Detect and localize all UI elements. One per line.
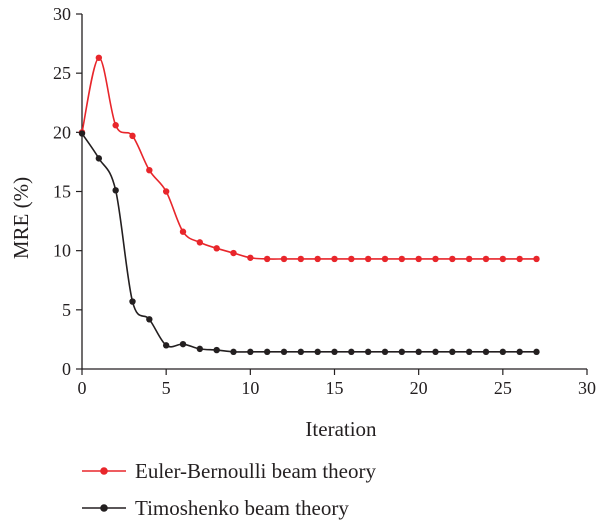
data-point <box>129 298 136 305</box>
data-point <box>263 348 271 356</box>
data-point <box>415 348 422 356</box>
data-point <box>516 255 523 263</box>
series-1 <box>78 54 540 263</box>
x-tick-label: 30 <box>578 378 596 398</box>
x-axis-title: Iteration <box>305 417 377 441</box>
x-tick-label: 15 <box>326 378 344 398</box>
data-point <box>348 348 355 356</box>
data-point <box>482 255 490 263</box>
x-tick-label: 25 <box>494 378 512 398</box>
y-tick-label: 5 <box>62 300 71 320</box>
legend-marker <box>100 504 108 512</box>
data-point <box>415 255 422 263</box>
data-point <box>263 255 271 263</box>
data-point <box>499 255 507 263</box>
legend-entry: Euler-Bernoulli beam theory <box>82 459 376 483</box>
data-point <box>449 255 456 263</box>
data-point <box>331 255 338 263</box>
y-tick-label: 25 <box>53 63 71 83</box>
data-point <box>533 348 540 356</box>
data-point <box>398 348 406 356</box>
data-point <box>465 255 473 263</box>
data-point <box>196 239 204 246</box>
x-tick-label: 20 <box>410 378 428 398</box>
series-line <box>81 56 537 260</box>
data-point <box>297 255 305 263</box>
series-layer <box>78 54 540 356</box>
data-point <box>499 348 507 356</box>
data-point <box>465 348 473 356</box>
x-tick-label: 10 <box>241 378 259 398</box>
data-point <box>230 249 237 257</box>
data-point <box>381 255 389 263</box>
data-point <box>381 348 389 356</box>
data-point <box>449 348 456 356</box>
y-tick-label: 10 <box>53 241 71 261</box>
data-point <box>482 348 490 356</box>
data-point <box>314 255 321 263</box>
y-axis-title: MRE (%) <box>9 177 33 259</box>
data-point <box>162 188 170 195</box>
x-tick-label: 5 <box>162 378 171 398</box>
y-tick-label: 15 <box>53 182 71 202</box>
data-point <box>95 54 103 61</box>
y-tick-label: 20 <box>53 122 71 142</box>
data-point <box>297 348 305 356</box>
data-point <box>398 255 406 263</box>
data-point <box>95 155 103 162</box>
data-point <box>247 254 254 261</box>
y-tick-label: 30 <box>53 4 71 24</box>
y-tick-label: 0 <box>62 359 71 379</box>
data-point <box>247 348 254 356</box>
data-point <box>364 348 372 356</box>
legend-entry: Timoshenko beam theory <box>82 496 349 520</box>
legend: Euler-Bernoulli beam theory Timoshenko be… <box>82 459 376 520</box>
data-point <box>314 348 321 356</box>
x-tick-label: 0 <box>78 378 87 398</box>
data-point <box>280 255 288 263</box>
data-point <box>112 122 119 129</box>
data-point <box>280 348 288 356</box>
data-point <box>533 255 540 263</box>
data-point <box>129 132 136 140</box>
data-point <box>213 346 220 354</box>
axes: 0 5 10 15 20 25 30 0 5 10 15 20 25 30 <box>53 4 596 398</box>
data-point <box>432 255 439 263</box>
data-point <box>179 228 187 235</box>
legend-label: Timoshenko beam theory <box>135 496 349 520</box>
data-point <box>196 345 204 353</box>
data-point <box>516 348 523 356</box>
data-point <box>112 187 119 194</box>
data-point <box>78 130 86 137</box>
data-point <box>179 340 187 348</box>
data-point <box>230 348 237 356</box>
data-point <box>331 348 338 356</box>
data-point <box>213 245 220 252</box>
data-point <box>146 167 153 174</box>
data-point <box>146 316 153 323</box>
data-point <box>432 348 439 356</box>
series-line <box>81 133 537 353</box>
data-point <box>348 255 355 263</box>
data-point <box>364 255 372 263</box>
series-2 <box>78 130 540 356</box>
legend-label: Euler-Bernoulli beam theory <box>135 459 376 483</box>
data-point <box>162 342 170 349</box>
legend-marker <box>100 467 108 475</box>
